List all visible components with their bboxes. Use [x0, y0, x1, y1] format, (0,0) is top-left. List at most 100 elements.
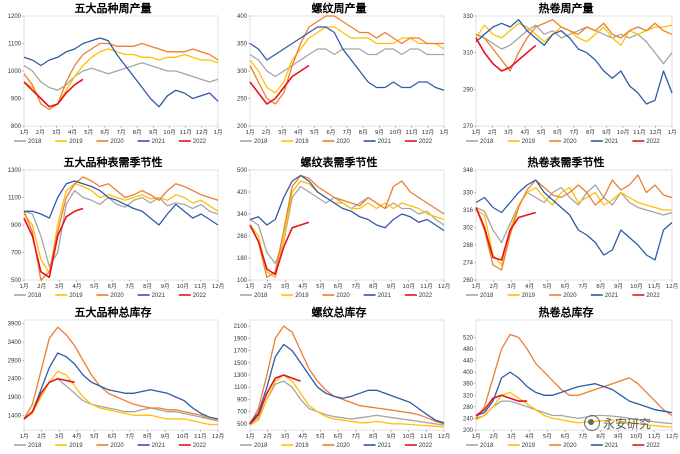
x-tick-label: 3月 — [55, 283, 64, 290]
y-tick-label: 320 — [463, 393, 474, 399]
x-tick-label: 5月 — [537, 129, 546, 136]
x-tick-label: 7月 — [351, 283, 360, 290]
y-tick-label: 900 — [11, 97, 22, 103]
series-line-2022 — [475, 37, 537, 72]
y-tick-label: 302 — [463, 226, 474, 232]
series-line-2018 — [249, 380, 445, 426]
series-line-2021 — [475, 371, 673, 417]
y-tick-label: 330 — [463, 191, 474, 197]
series-line-2019 — [23, 370, 218, 426]
series-line-2019 — [23, 183, 219, 274]
x-tick-label: 7月 — [570, 129, 579, 136]
series-line-2019 — [475, 22, 673, 46]
x-tick-label: 5月 — [316, 433, 325, 440]
y-tick-label: 1900 — [234, 336, 248, 342]
x-tick-label: 3月 — [507, 433, 516, 440]
y-tick-label: 1200 — [8, 14, 22, 20]
x-tick-label: 8月 — [143, 433, 152, 440]
y-tick-label: 200 — [237, 124, 248, 130]
y-tick-label: 180 — [237, 256, 248, 262]
x-tick-label: 5月 — [543, 283, 552, 290]
chart-panel-4: 螺纹表需季节性 100 180 260 340 420 500 1月 2月 3月 4月 5月 6月 7月 8… — [237, 155, 450, 299]
chart-title: 五大品种周产量 — [75, 1, 152, 15]
y-tick-label: 288 — [463, 243, 474, 249]
y-tick-label: 2100 — [234, 324, 248, 330]
series-line-2022 — [249, 374, 301, 425]
x-tick-label: 1月 — [246, 433, 255, 440]
x-tick-label: 5月 — [84, 129, 93, 136]
x-tick-label: 11月 — [179, 129, 192, 136]
legend-label-2019: 2019 — [522, 293, 536, 299]
chart-panel-6: 五大品种总库存 1400 1900 2400 2900 3400 3900 1月 2月 3月 4月 5… — [8, 305, 225, 449]
chart-title: 螺纹总库存 — [312, 305, 367, 319]
x-tick-label: 9月 — [602, 129, 611, 136]
y-tick-label: 900 — [11, 223, 22, 229]
x-tick-label: 2月 — [37, 433, 46, 440]
series-line-2019 — [475, 391, 673, 428]
legend-label-2020: 2020 — [336, 293, 350, 299]
y-tick-label: 348 — [463, 168, 474, 174]
y-tick-label: 310 — [463, 51, 474, 57]
x-tick-label: 9月 — [387, 433, 396, 440]
legend-label-2022: 2022 — [419, 293, 433, 299]
y-tick-label: 1100 — [8, 196, 22, 202]
chart-title: 螺纹周产量 — [312, 1, 367, 15]
y-tick-label: 300 — [237, 69, 248, 75]
series-line-2018 — [475, 400, 673, 425]
x-tick-label: 4月 — [525, 283, 534, 290]
x-tick-label: 4月 — [72, 283, 81, 290]
x-tick-label: 12月 — [438, 433, 451, 440]
x-tick-label: 11月 — [194, 283, 207, 290]
y-tick-label: 270 — [463, 124, 474, 130]
x-tick-label: 1月 — [246, 283, 255, 290]
x-tick-label: 9月 — [614, 433, 623, 440]
series-line-2022 — [249, 221, 310, 276]
x-tick-label: 10月 — [402, 283, 415, 290]
x-tick-label: 6月 — [326, 129, 335, 136]
legend-label-2020: 2020 — [110, 293, 124, 299]
x-tick-label: 4月 — [68, 129, 77, 136]
x-tick-label: 10月 — [402, 433, 415, 440]
series-line-2021 — [475, 179, 673, 261]
x-tick-label: 12月 — [666, 433, 679, 440]
series-line-2021 — [249, 343, 445, 424]
x-tick-label: 3月 — [281, 283, 290, 290]
legend-label-2021: 2021 — [378, 139, 392, 145]
legend-label-2020: 2020 — [336, 443, 350, 449]
y-tick-label: 700 — [237, 410, 248, 416]
chart-panel-2: 热卷周产量 270 290 310 330 1月 2月 3月 4月 5月 6月 7月 8月 9月 10月 11… — [463, 1, 677, 145]
y-tick-label: 1500 — [234, 361, 248, 367]
y-tick-label: 274 — [463, 261, 474, 267]
legend-label-2022: 2022 — [193, 443, 207, 449]
x-tick-label: 1月 — [668, 129, 677, 136]
legend-label-2021: 2021 — [605, 443, 619, 449]
y-tick-label: 200 — [463, 428, 474, 434]
x-tick-label: 1月 — [214, 129, 223, 136]
x-tick-label: 11月 — [648, 433, 661, 440]
y-tick-label: 400 — [463, 370, 474, 376]
y-tick-label: 260 — [463, 278, 474, 284]
x-tick-label: 7月 — [351, 433, 360, 440]
series-line-2022 — [475, 207, 536, 261]
series-line-2018 — [475, 184, 673, 244]
series-line-2022 — [249, 64, 310, 105]
y-tick-label: 480 — [463, 347, 474, 353]
plot-area — [23, 169, 219, 281]
x-tick-label: 2月 — [263, 283, 272, 290]
plot-area — [23, 319, 219, 431]
x-tick-label: 1月 — [472, 433, 481, 440]
series-line-2021 — [23, 37, 219, 108]
x-tick-label: 2月 — [489, 283, 498, 290]
y-tick-label: 340 — [237, 212, 248, 218]
x-tick-label: 4月 — [525, 433, 534, 440]
x-tick-label: 10月 — [176, 433, 189, 440]
y-tick-label: 800 — [11, 124, 22, 130]
series-line-2022 — [23, 207, 84, 279]
y-tick-label: 316 — [463, 208, 474, 214]
x-tick-label: 4月 — [298, 283, 307, 290]
x-tick-label: 7月 — [343, 129, 352, 136]
series-line-2022 — [23, 377, 75, 420]
x-tick-label: 9月 — [161, 283, 170, 290]
y-tick-label: 1300 — [234, 373, 248, 379]
